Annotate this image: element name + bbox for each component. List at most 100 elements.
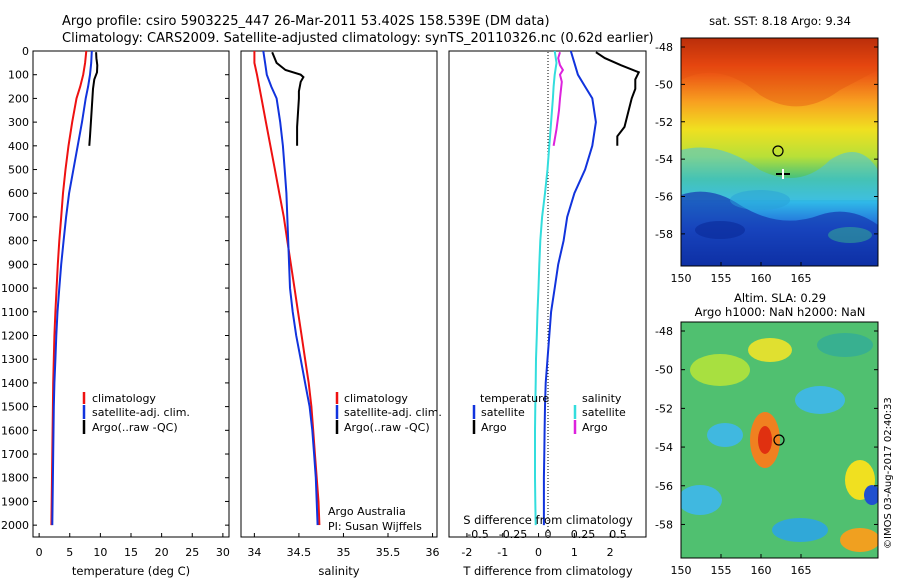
figure-title-line2: Climatology: CARS2009. Satellite-adjuste…	[62, 31, 654, 46]
s-difference-label: S difference from climatology	[463, 513, 633, 527]
s-difference-axis: -0.5 -0.25 0 0.25 0.5	[467, 528, 626, 541]
argo-australia-note: Argo Australia	[328, 505, 406, 518]
figure-title-line1: Argo profile: csiro 5903225_447 26-Mar-2…	[62, 14, 550, 29]
lon-tick-label: 150	[671, 564, 692, 577]
lat-tick-label: -50	[655, 364, 673, 377]
sst-map-frame	[680, 37, 879, 267]
x-tick-label: 1	[571, 546, 578, 559]
lat-tick-label: -56	[655, 191, 673, 204]
legend-climatology-label: climatology	[344, 392, 408, 405]
s-diff-tick-label: 0.5	[609, 528, 627, 541]
lat-tick-label: -56	[655, 480, 673, 493]
sst-map-title: sat. SST: 8.18 Argo: 9.34	[709, 14, 851, 28]
temperature-x-label: temperature (deg C)	[72, 564, 190, 578]
salinity-x-axis: 34 34.5 35 35.5 36	[247, 533, 440, 559]
lat-tick-label: -48	[655, 41, 673, 54]
profile-line-satellite-adj-clim-	[51, 50, 93, 526]
lon-tick-label: 160	[751, 272, 772, 285]
lat-tick-label: -58	[655, 518, 673, 531]
temperature-x-axis: 0 5 10 15 20 25 30	[36, 533, 230, 559]
sst-map: sat. SST: 8.18 Argo: 9.34 -48 -50 -52 -54 -5…	[655, 14, 879, 285]
lon-tick-label: 155	[711, 564, 732, 577]
profile-line-temperature-satellite	[542, 50, 597, 526]
legend-s-satellite-label: satellite	[582, 406, 626, 419]
legend-s-argo-label: Argo	[582, 421, 608, 434]
lat-tick-label: -52	[655, 116, 673, 129]
depth-tick-label: 1900	[1, 495, 29, 508]
depth-tick-label: 100	[8, 69, 29, 82]
x-tick-label: 36	[426, 546, 440, 559]
sla-map: Altim. SLA: 0.29 Argo h1000: NaN h2000: …	[655, 291, 894, 577]
temperature-plot-frame	[32, 50, 230, 538]
difference-plot-frame	[448, 50, 647, 538]
salinity-profiles	[253, 50, 321, 526]
t-difference-x-axis: -2 -1 0 1 2	[461, 533, 614, 559]
lat-tick-label: -58	[655, 228, 673, 241]
argo-float-marker	[772, 145, 784, 157]
profile-line-argo-raw-qc-	[271, 51, 305, 146]
x-tick-label: 15	[124, 546, 138, 559]
profile-line-salinity-satellite	[534, 50, 558, 526]
s-diff-tick-label: -0.25	[499, 528, 527, 541]
legend-t-satellite-label: satellite	[481, 406, 525, 419]
lon-tick-label: 155	[711, 272, 732, 285]
pi-note: PI: Susan Wijffels	[328, 520, 422, 533]
lat-tick-label: -54	[655, 153, 673, 166]
depth-tick-label: 0	[22, 45, 29, 58]
x-tick-label: 34.5	[287, 546, 312, 559]
s-diff-tick-label: 0	[545, 528, 552, 541]
legend-temperature-title: temperature	[480, 392, 549, 405]
lon-tick-label: 165	[791, 272, 812, 285]
difference-legend: temperature satellite Argo salinity sate…	[472, 392, 626, 434]
lat-tick-label: -54	[655, 441, 673, 454]
profile-line-salinity-argo	[552, 51, 565, 146]
lon-tick-label: 150	[671, 272, 692, 285]
depth-tick-label: 1400	[1, 377, 29, 390]
x-tick-label: 34	[247, 546, 261, 559]
depth-tick-label: 700	[8, 211, 29, 224]
x-tick-label: 20	[155, 546, 169, 559]
x-tick-label: 0	[36, 546, 43, 559]
temperature-panel: 0100200300400500600700800900100011001200…	[1, 45, 646, 578]
depth-tick-label: 600	[8, 187, 29, 200]
x-tick-label: 5	[66, 546, 73, 559]
legend-satellite-label: satellite-adj. clim.	[344, 406, 442, 419]
legend-argo-label: Argo(..raw -QC)	[344, 421, 430, 434]
depth-tick-label: 900	[8, 258, 29, 271]
profile-line-argo-raw-qc-	[88, 52, 99, 146]
depth-tick-label: 1300	[1, 353, 29, 366]
imos-credit: ©IMOS 03-Aug-2017 02:40:33	[883, 397, 894, 549]
depth-tick-label: 2000	[1, 519, 29, 532]
sla-field	[681, 322, 878, 558]
s-diff-tick-label: -0.5	[467, 528, 488, 541]
depth-tick-label: 200	[8, 92, 29, 105]
depth-tick-label: 800	[8, 235, 29, 248]
legend-climatology-label: climatology	[92, 392, 156, 405]
s-diff-tick-label: 0.25	[571, 528, 596, 541]
depth-tick-label: 300	[8, 116, 29, 129]
profile-line-satellite-adj-clim-	[262, 50, 319, 526]
legend-salinity-title: salinity	[582, 392, 622, 405]
depth-tick-label: 1200	[1, 329, 29, 342]
lat-tick-label: -50	[655, 78, 673, 91]
sla-map-axes: -48 -50 -52 -54 -56 -58 150 155 160 165	[655, 325, 878, 577]
legend-satellite-label: satellite-adj. clim.	[92, 406, 190, 419]
sst-map-axes: -48 -50 -52 -54 -56 -58 150 155 160 165	[655, 41, 878, 285]
sla-map-title-line2: Argo h1000: NaN h2000: NaN	[695, 305, 866, 319]
legend-t-argo-label: Argo	[481, 421, 507, 434]
depth-tick-label: 400	[8, 140, 29, 153]
x-tick-label: 35	[336, 546, 350, 559]
lat-tick-label: -48	[655, 325, 673, 338]
depth-tick-label: 1700	[1, 448, 29, 461]
argo-float-marker	[773, 434, 785, 446]
lat-tick-label: -52	[655, 402, 673, 415]
sst-field	[681, 38, 878, 266]
lon-tick-label: 160	[751, 564, 772, 577]
depth-tick-label: 1000	[1, 282, 29, 295]
depth-tick-label: 1100	[1, 306, 29, 319]
temperature-profiles	[50, 50, 99, 526]
legend-argo-label: Argo(..raw -QC)	[92, 421, 178, 434]
profile-line-temperature-argo	[595, 51, 641, 146]
depth-tick-label: 1600	[1, 424, 29, 437]
